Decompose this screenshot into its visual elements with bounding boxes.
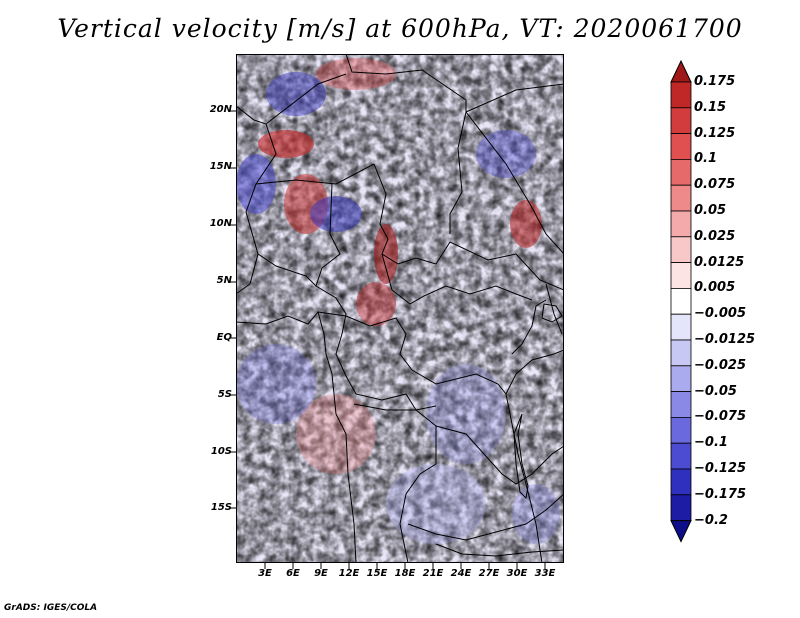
colorbar-level-label: 0.15 <box>694 99 727 115</box>
colorbar-swatch <box>670 468 692 496</box>
colorbar-level-label: −0.175 <box>694 486 747 502</box>
strong-motion-regions <box>236 58 560 544</box>
motion-blob <box>258 130 314 158</box>
colorbar-level-label: −0.1 <box>694 435 728 451</box>
colorbar-level-label: −0.125 <box>694 461 747 476</box>
chart-title: Vertical velocity [m/s] at 600hPa, VT: 2… <box>57 14 743 43</box>
colorbar-swatch <box>670 365 692 392</box>
lat-label-5n: 5N <box>216 275 232 286</box>
gulf-coastline <box>236 310 333 375</box>
lat-label-10n: 10N <box>209 218 232 229</box>
lon-label-9e: 9E <box>314 568 328 579</box>
motion-blob <box>316 58 396 90</box>
motion-blob <box>374 224 398 284</box>
motion-blob <box>310 196 362 232</box>
lat-label-20n: 20N <box>209 104 232 115</box>
velocity-map <box>236 54 564 563</box>
lon-label-24e: 24E <box>450 568 472 579</box>
colorbar-swatch <box>670 416 692 444</box>
colorbar-swatch <box>670 184 692 212</box>
lat-label-5s: 5S <box>217 389 232 400</box>
lon-label-18e: 18E <box>394 568 416 579</box>
colorbar-level-label: 0.075 <box>694 177 736 193</box>
colorbar-swatch <box>670 262 692 289</box>
lon-label-27e: 27E <box>478 568 500 579</box>
colorbar-level-label: 0.1 <box>694 151 718 167</box>
velocity-field <box>236 54 564 563</box>
country-borders <box>255 54 564 563</box>
lon-label-3e: 3E <box>258 568 272 579</box>
motion-blob <box>296 394 376 474</box>
colorbar-top-arrow <box>670 60 692 83</box>
colorbar-bottom-arrow <box>670 520 692 543</box>
colorbar-level-label: −0.075 <box>694 409 747 425</box>
lon-label-6e: 6E <box>286 568 300 579</box>
colorbar-swatch <box>670 391 692 418</box>
colorbar-level-label: 0.175 <box>694 74 736 89</box>
colorbar-level-label: 0.125 <box>694 125 736 141</box>
colorbar-swatch <box>670 159 692 186</box>
colorbar-swatch <box>670 133 692 160</box>
colorbar-swatch <box>670 442 692 470</box>
west-coastline <box>236 105 277 295</box>
lon-label-33e: 33E <box>534 568 556 579</box>
colorbar-swatch <box>670 81 692 109</box>
lon-label-12e: 12E <box>338 568 360 579</box>
motion-blob <box>426 364 506 464</box>
motion-blob <box>356 282 396 326</box>
motion-blob <box>512 484 560 544</box>
motion-blob <box>386 464 486 544</box>
colorbar-level-label: −0.025 <box>694 357 747 373</box>
lon-label-30e: 30E <box>506 568 528 579</box>
colorbar-swatch <box>670 313 692 341</box>
colorbar-swatch <box>670 210 692 238</box>
lon-label-21e: 21E <box>422 568 444 579</box>
colorbar-level-label: 0.0125 <box>694 254 745 270</box>
map-frame <box>236 54 564 563</box>
lon-label-15e: 15E <box>366 568 388 579</box>
footer-credit: GrADS: IGES/COLA <box>4 603 98 613</box>
motion-blob <box>236 344 316 424</box>
lat-label-eq: EQ <box>216 332 232 343</box>
colorbar-level-label: −0.0125 <box>694 332 756 347</box>
lat-label-10s: 10S <box>210 446 232 457</box>
colorbar-swatch <box>670 287 692 315</box>
colorbar-level-label: −0.2 <box>694 512 728 528</box>
colorbar-level-label: −0.005 <box>694 306 747 322</box>
colorbar-level-label: 0.005 <box>694 280 736 296</box>
colorbar-swatch <box>670 339 692 367</box>
axis-ticks <box>230 110 546 569</box>
colorbar-swatch <box>670 494 692 521</box>
colorbar-level-label: 0.05 <box>694 203 727 218</box>
colorbar-level-label: −0.05 <box>694 383 737 399</box>
colorbar-swatch <box>670 107 692 134</box>
motion-blob <box>476 130 536 178</box>
lat-label-15s: 15S <box>210 502 232 513</box>
lat-label-15n: 15N <box>209 161 232 172</box>
colorbar-level-label: 0.025 <box>694 228 736 244</box>
motion-blob <box>266 72 326 116</box>
colorbar <box>670 60 692 543</box>
colorbar-swatch <box>670 236 692 264</box>
